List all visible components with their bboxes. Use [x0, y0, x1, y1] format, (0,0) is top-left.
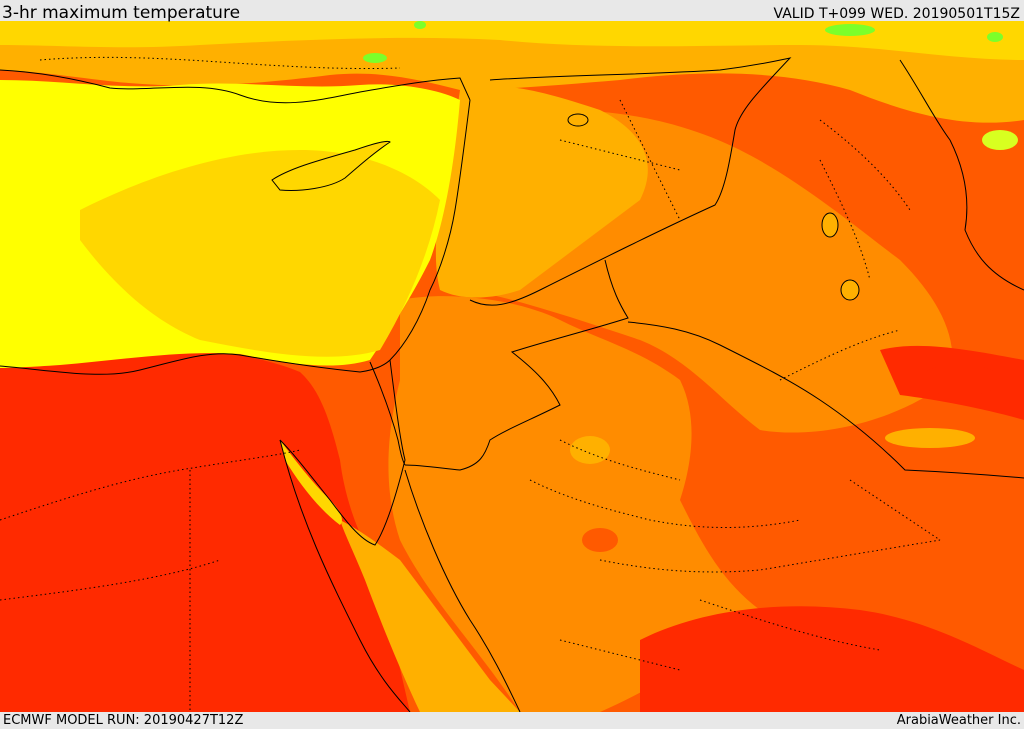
- coastline-levant: [389, 99, 471, 361]
- patch-amber-3: [885, 428, 975, 448]
- border-jordan-saudi: [404, 259, 629, 471]
- zone-anatolia-gold: [0, 21, 1024, 60]
- border-iraq-saudi: [627, 321, 1024, 479]
- zone-anatolia-amber: [0, 21, 1024, 123]
- header-bar: 3-hr maximum temperature VALID T+099 WED…: [0, 0, 1024, 23]
- lake-2: [840, 279, 860, 301]
- coastline-turkey: [0, 69, 471, 104]
- zone-lime-e: [982, 130, 1018, 150]
- zone-levant-amber: [435, 86, 648, 298]
- zone-southeast-red: [640, 606, 1024, 712]
- zone-green-n1: [363, 53, 387, 63]
- zone-redsea-amber: [340, 520, 520, 712]
- footer-bar: ECMWF MODEL RUN: 20190427T12Z ArabiaWeat…: [0, 712, 1024, 729]
- credit: ArabiaWeather Inc.: [896, 713, 1021, 728]
- dotted-boundaries: [0, 56, 941, 712]
- temperature-map: [0, 21, 1024, 712]
- lake-3: [567, 113, 589, 127]
- patch-red-1: [920, 364, 1000, 396]
- zone-green-ne1: [825, 24, 875, 36]
- coastline-cyprus: [271, 140, 391, 191]
- coastline-sinai-west: [279, 359, 406, 546]
- coastline-gulf: [899, 59, 1024, 291]
- zone-green-n2: [414, 21, 426, 29]
- zone-green-ne2: [987, 32, 1003, 42]
- border-egypt-sinai: [369, 361, 406, 466]
- map-title: 3-hr maximum temperature: [2, 3, 241, 23]
- border-syria-iraq: [469, 57, 792, 306]
- zone-arabia-orange: [388, 296, 760, 712]
- valid-time: VALID T+099 WED. 20190501T15Z: [773, 6, 1020, 22]
- model-run: ECMWF MODEL RUN: 20190427T12Z: [3, 713, 244, 728]
- patch-amber-2: [582, 528, 618, 552]
- patch-amber-1: [570, 436, 610, 464]
- coastline-redsea-west: [279, 439, 411, 712]
- zone-suez-gold: [280, 440, 342, 525]
- zone-mediterranean-gold: [80, 150, 440, 357]
- lake-1: [821, 212, 839, 238]
- coastline-egypt: [0, 353, 391, 375]
- zone-egypt-red: [0, 351, 410, 712]
- coastline-redsea-east: [404, 469, 521, 712]
